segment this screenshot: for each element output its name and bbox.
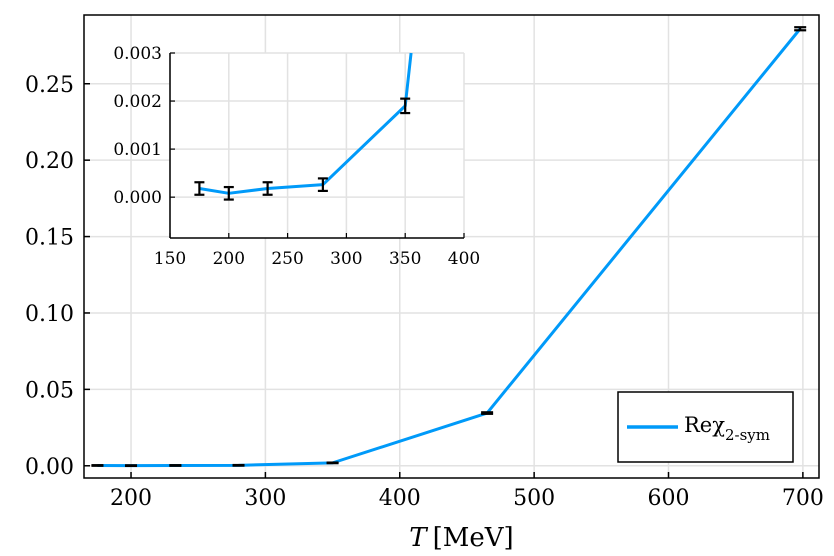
inset-y-tick-label-0: 0.000 bbox=[113, 188, 162, 208]
inset-x-ticks: 150 200 250 300 350 400 bbox=[154, 233, 480, 269]
legend-label: Reχ2-sym bbox=[684, 413, 770, 444]
inset-error-bars bbox=[194, 97, 411, 201]
main-y-tick-label-0: 0.00 bbox=[25, 455, 74, 480]
main-x-ticks: 200 300 400 500 600 700 bbox=[110, 472, 824, 511]
inset-x-tick-label-4: 350 bbox=[389, 249, 421, 269]
main-y-tick-label-1: 0.05 bbox=[25, 378, 74, 403]
inset-x-tick-label-0: 150 bbox=[154, 249, 186, 269]
inset-x-tick-label-5: 400 bbox=[448, 249, 480, 269]
inset-frame bbox=[169, 53, 464, 239]
legend-label-sub: 2-sym bbox=[725, 426, 770, 444]
inset-x-tick-label-3: 300 bbox=[330, 249, 362, 269]
inset-plot: 150 200 250 300 350 400 0.000 0.001 0.002 0.003 bbox=[113, 44, 480, 269]
main-y-ticks: 0.00 0.05 0.10 0.15 0.20 0.25 bbox=[25, 73, 90, 480]
main-x-tick-label-4: 600 bbox=[648, 486, 690, 511]
x-axis-label-unit: [MeV] bbox=[433, 523, 514, 553]
legend-label-main: Reχ bbox=[684, 413, 725, 437]
inset-y-tick-label-2: 0.002 bbox=[113, 92, 162, 112]
main-y-tick-label-3: 0.15 bbox=[25, 226, 74, 251]
main-x-tick-label-3: 500 bbox=[513, 486, 555, 511]
inset-background bbox=[170, 53, 464, 238]
main-y-tick-label-5: 0.25 bbox=[25, 73, 74, 98]
main-y-tick-label-2: 0.10 bbox=[25, 302, 74, 327]
inset-series-line bbox=[199, 52, 413, 195]
main-x-tick-label-0: 200 bbox=[110, 486, 152, 511]
main-x-tick-label-5: 700 bbox=[782, 486, 824, 511]
inset-x-tick-label-2: 250 bbox=[271, 249, 303, 269]
legend: Reχ2-sym bbox=[617, 391, 794, 463]
main-x-tick-label-2: 400 bbox=[379, 486, 421, 511]
inset-y-tick-label-3: 0.003 bbox=[113, 44, 162, 64]
x-axis-label: T [MeV] bbox=[409, 523, 513, 553]
main-error-bars bbox=[91, 26, 807, 468]
main-plot-frame bbox=[83, 14, 820, 479]
inset-x-tick-label-1: 200 bbox=[213, 249, 245, 269]
x-axis-label-var: T bbox=[409, 523, 428, 553]
inset-y-ticks: 0.000 0.001 0.002 0.003 bbox=[113, 44, 175, 208]
inset-y-tick-label-1: 0.001 bbox=[113, 140, 162, 160]
main-y-tick-label-4: 0.20 bbox=[25, 149, 74, 174]
main-x-tick-label-1: 300 bbox=[244, 486, 286, 511]
